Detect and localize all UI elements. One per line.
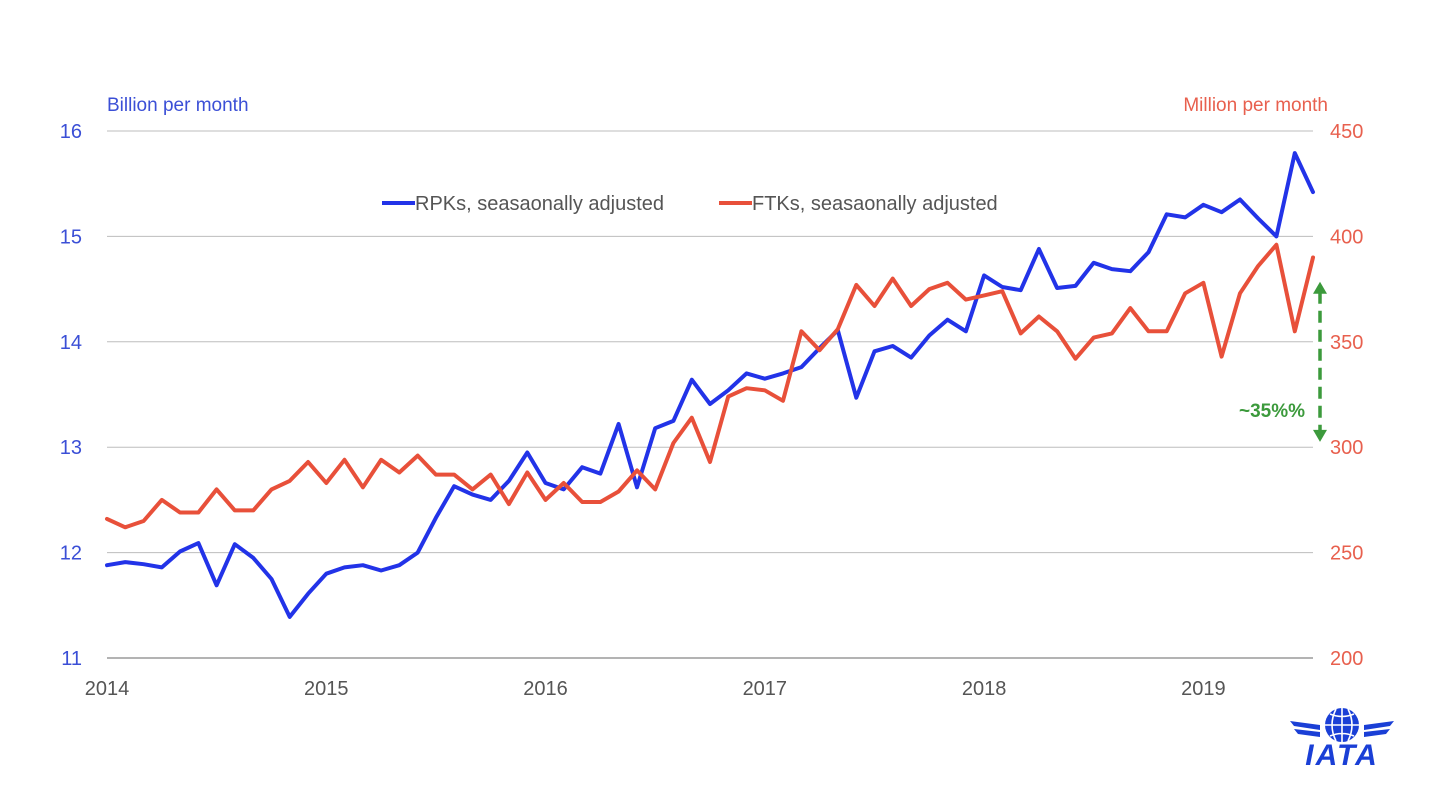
growth-annotation: ~35%%	[1239, 281, 1327, 442]
series-line-rpks	[105, 151, 1315, 619]
gridlines	[107, 130, 1313, 659]
left-axis-title: Billion per month	[107, 95, 249, 116]
left-tick-label: 15	[60, 226, 82, 248]
logo-wordmark: IATA	[1305, 739, 1379, 772]
left-tick-label: 14	[60, 332, 82, 354]
series-lines	[105, 151, 1315, 619]
series-line-ftks	[105, 242, 1315, 530]
left-tick-label: 11	[61, 648, 82, 670]
legend-label-rpks: RPKs, seasaonally adjusted	[415, 193, 664, 215]
right-tick-label: 400	[1330, 226, 1363, 248]
iata-logo: IATA	[1290, 708, 1394, 772]
right-tick-label: 350	[1330, 332, 1363, 354]
left-axis-ticks: 11 12 13 14 15 16	[60, 121, 82, 670]
growth-annotation-label: ~35%%	[1239, 401, 1305, 422]
right-axis-ticks: 200 250 300 350 400 450	[1330, 121, 1363, 670]
right-tick-label: 250	[1330, 543, 1363, 565]
growth-arrow-head-up	[1313, 281, 1327, 294]
x-tick-label: 2017	[743, 678, 788, 700]
right-tick-label: 200	[1330, 648, 1363, 670]
logo-wing-right	[1364, 721, 1394, 737]
legend-label-ftks: FTKs, seasaonally adjusted	[752, 193, 998, 215]
x-tick-label: 2015	[304, 678, 349, 700]
x-axis-ticks: 2014 2015 2016 2017 2018 2019	[85, 678, 1226, 700]
left-tick-label: 12	[60, 543, 82, 565]
right-axis-title: Million per month	[1183, 95, 1328, 116]
logo-globe-lines	[1325, 708, 1359, 742]
legend: RPKs, seasaonally adjusted FTKs, seasaon…	[382, 193, 998, 215]
x-tick-label: 2019	[1181, 678, 1226, 700]
growth-arrow-head-down	[1313, 429, 1327, 442]
left-tick-label: 16	[60, 121, 82, 143]
logo-wing-left	[1290, 721, 1320, 737]
x-tick-label: 2018	[962, 678, 1007, 700]
x-tick-label: 2016	[523, 678, 568, 700]
right-tick-label: 300	[1330, 437, 1363, 459]
left-tick-label: 13	[60, 437, 82, 459]
right-tick-label: 450	[1330, 121, 1363, 143]
x-tick-label: 2014	[85, 678, 130, 700]
